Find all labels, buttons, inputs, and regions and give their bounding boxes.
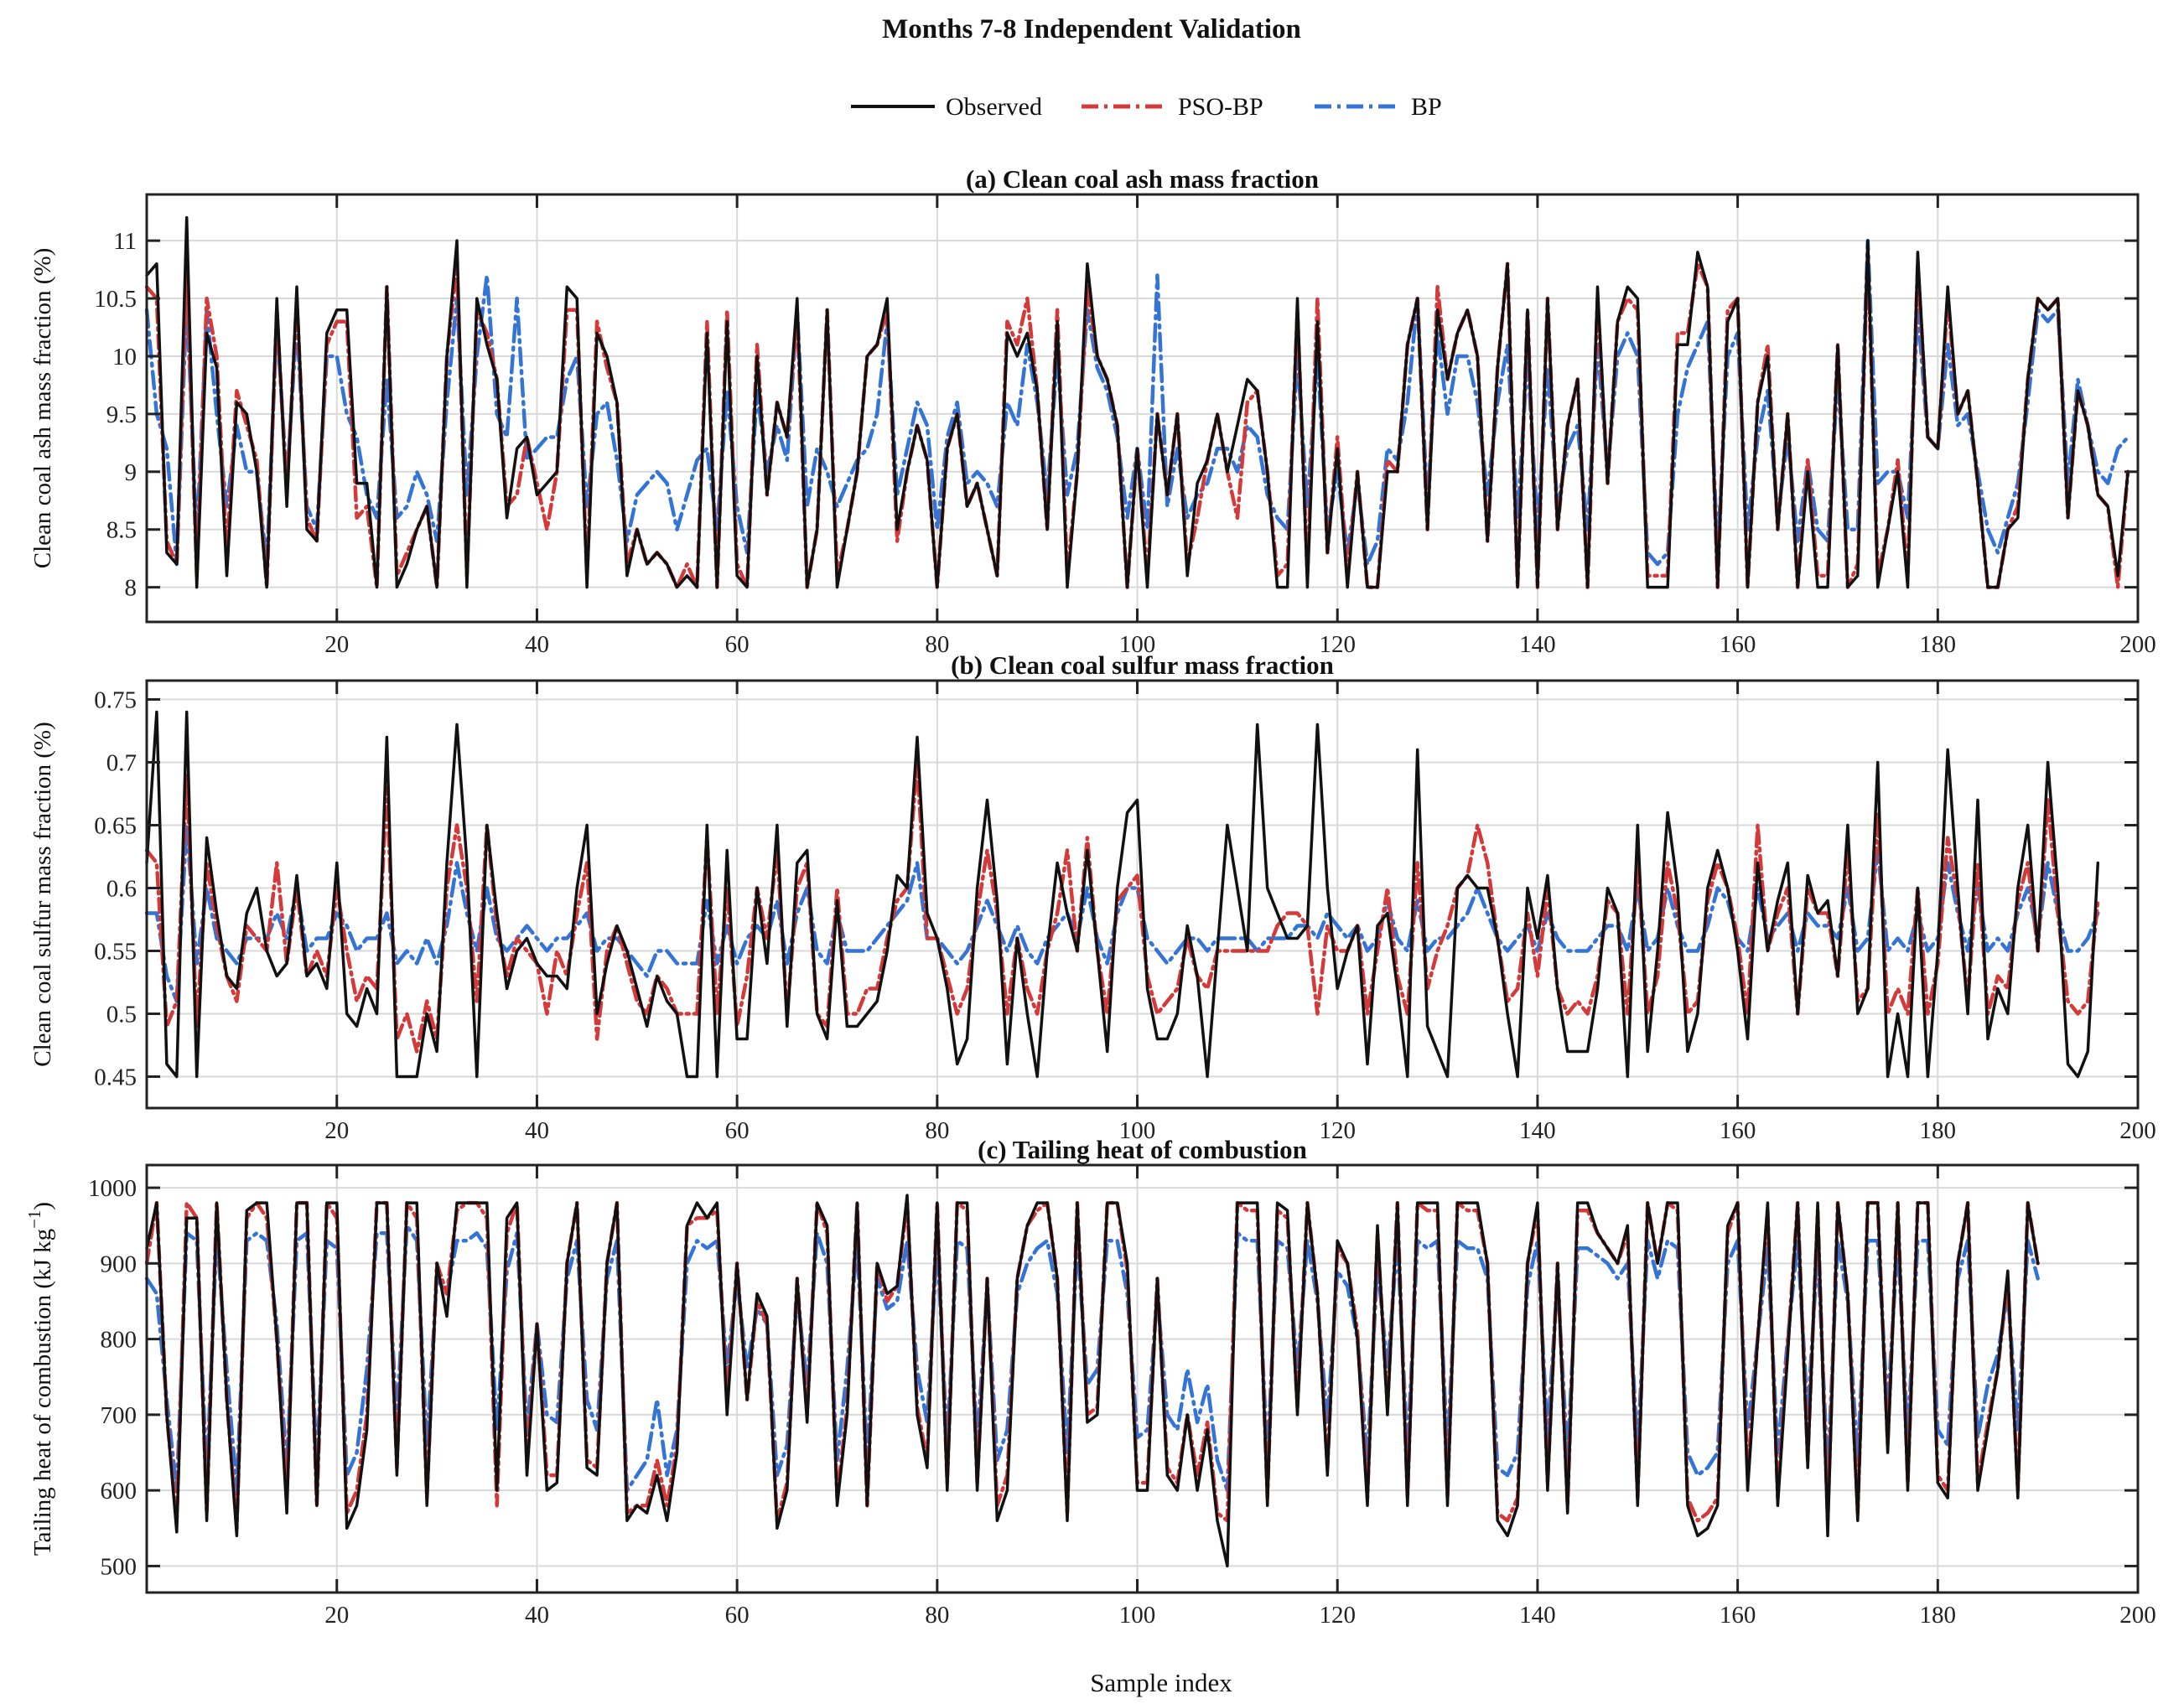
x-tick-label: 180: [1920, 1117, 1957, 1144]
x-tick-label: 20: [324, 631, 349, 658]
panel-title-sulfur: (b) Clean coal sulfur mass fraction: [951, 650, 1334, 680]
y-tick-label: 600: [101, 1478, 137, 1505]
x-tick-label: 40: [525, 1602, 549, 1629]
y-tick-label: 10.5: [94, 286, 137, 313]
x-tick-label: 120: [1319, 631, 1356, 658]
legend-label-bp: BP: [1411, 93, 1442, 121]
x-tick-label: 140: [1519, 1117, 1556, 1144]
y-tick-label: 8.5: [106, 517, 137, 544]
legend-item-pso-bp: PSO-BP: [1082, 93, 1263, 121]
legend-label-pso-bp: PSO-BP: [1178, 93, 1263, 121]
figure-title: Months 7-8 Independent Validation: [882, 14, 1301, 44]
x-tick-label: 200: [2119, 1602, 2156, 1629]
y-tick-label: 8: [125, 575, 137, 602]
x-tick-label: 120: [1319, 1602, 1356, 1629]
plot-frame-sulfur: [145, 679, 2140, 1110]
panel-heat: 500 600 700 800 900 1000 20 40 60 80 100 120 140 160 1…: [24, 1135, 2156, 1629]
y-axis-label-heat: Tailing heat of combustion (kJ kg−1): [24, 1202, 56, 1556]
y-tick-label: 0.65: [94, 813, 137, 840]
y-tick-label: 700: [101, 1402, 137, 1429]
y-axis-label-ash: Clean coal ash mass fraction (%): [29, 248, 56, 569]
y-tick-label: 500: [101, 1553, 137, 1580]
x-tick-label: 60: [725, 1602, 750, 1629]
series-line-observed-ash: [145, 215, 2130, 589]
legend-item-bp: BP: [1315, 93, 1442, 121]
ticks-heat: 500 600 700 800 900 1000 20 40 60 80 100 120 140 160 1…: [88, 1165, 2156, 1629]
x-tick-label: 40: [525, 631, 549, 658]
y-tick-label: 9.5: [106, 401, 137, 428]
y-tick-label: 900: [101, 1251, 137, 1277]
x-tick-label: 100: [1119, 631, 1156, 658]
y-tick-label: 1000: [88, 1175, 137, 1202]
x-tick-label: 60: [725, 631, 750, 658]
x-tick-label: 80: [925, 1117, 949, 1144]
x-tick-label: 160: [1720, 1117, 1756, 1144]
x-tick-label: 20: [324, 1602, 349, 1629]
x-tick-label: 200: [2119, 1117, 2156, 1144]
legend-item-observed: Observed: [851, 93, 1042, 121]
y-tick-label: 0.55: [94, 939, 137, 966]
panel-ash: 8 8.5 9 9.5 10 10.5 11 20 40 60 80 100 120 140 160 180 2…: [29, 164, 2156, 658]
y-tick-label: 0.7: [106, 750, 137, 777]
y-axis-label-sulfur: Clean coal sulfur mass fraction (%): [29, 722, 56, 1067]
y-tick-label: 800: [101, 1327, 137, 1354]
y-tick-label: 0.45: [94, 1064, 137, 1091]
series-line-observed-heat: [145, 1194, 2040, 1568]
x-tick-label: 40: [525, 1117, 549, 1144]
panel-title-heat: (c) Tailing heat of combustion: [978, 1135, 1307, 1164]
x-tick-label: 100: [1119, 1117, 1156, 1144]
x-tick-label: 180: [1920, 631, 1957, 658]
x-tick-label: 200: [2119, 631, 2156, 658]
x-tick-label: 20: [324, 1117, 349, 1144]
plot-frame-heat: [145, 1163, 2140, 1594]
panel-title-ash: (a) Clean coal ash mass fraction: [966, 164, 1319, 194]
x-tick-label: 60: [725, 1117, 750, 1144]
plot-frame-ash: [145, 193, 2140, 624]
ticks-sulfur: 0.45 0.5 0.55 0.6 0.65 0.7 0.75 20 40 60 80 100 120 1…: [94, 681, 2156, 1144]
legend: Observed PSO-BP BP: [851, 93, 1442, 121]
panel-sulfur: 0.45 0.5 0.55 0.6 0.65 0.7 0.75 20 40 60 80 100 120 1…: [29, 650, 2156, 1144]
x-tick-label: 100: [1119, 1602, 1156, 1629]
x-tick-label: 180: [1920, 1602, 1957, 1629]
y-tick-label: 11: [113, 228, 137, 255]
y-tick-label: 9: [125, 459, 137, 486]
y-tick-label: 10: [112, 344, 137, 370]
legend-label-observed: Observed: [946, 93, 1042, 121]
x-axis-label: Sample index: [1090, 1668, 1232, 1697]
x-tick-label: 140: [1519, 1602, 1556, 1629]
x-tick-label: 120: [1319, 1117, 1356, 1144]
x-tick-label: 160: [1720, 631, 1756, 658]
ticks-ash: 8 8.5 9 9.5 10 10.5 11 20 40 60 80 100 120 140 160 180 2…: [94, 194, 2156, 658]
y-tick-label: 0.75: [94, 687, 137, 714]
x-tick-label: 80: [925, 631, 949, 658]
x-tick-label: 140: [1519, 631, 1556, 658]
x-tick-label: 160: [1720, 1602, 1756, 1629]
series-line-observed-sulfur: [145, 710, 2100, 1079]
y-tick-label: 0.5: [106, 1002, 137, 1028]
x-tick-label: 80: [925, 1602, 949, 1629]
y-tick-label: 0.6: [106, 876, 137, 903]
